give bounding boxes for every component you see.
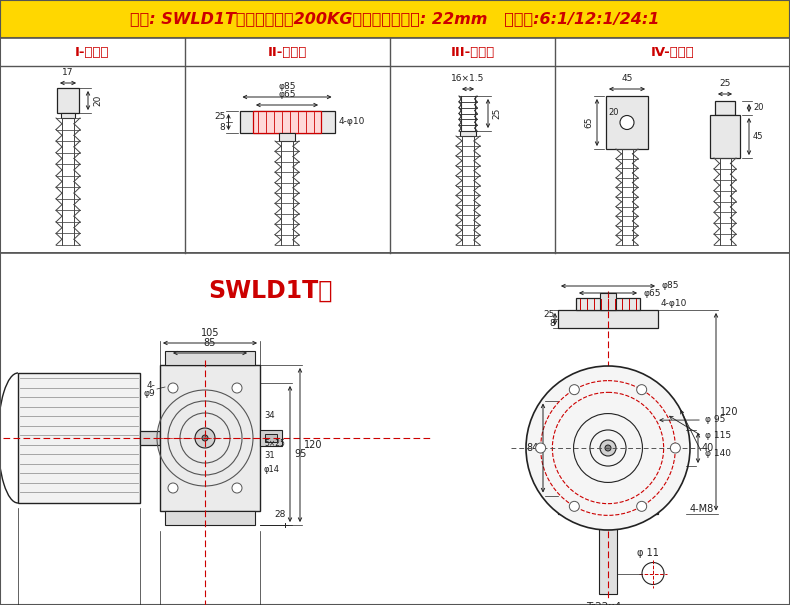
Text: φ 11: φ 11: [637, 548, 659, 557]
Text: 31: 31: [264, 451, 275, 460]
Text: Tr22x4: Tr22x4: [586, 601, 622, 605]
Text: 4-φ10: 4-φ10: [661, 299, 687, 309]
Text: 5×25: 5×25: [264, 439, 285, 448]
Bar: [0, 253, 790, 605]
Text: I-圆柱型: I-圆柱型: [75, 45, 110, 59]
Text: SWLD1T型: SWLD1T型: [208, 279, 332, 303]
Bar: [715, 101, 735, 115]
Text: 105: 105: [201, 328, 220, 338]
Bar: [606, 96, 648, 149]
Text: φ 115: φ 115: [705, 431, 731, 440]
Text: 17: 17: [62, 68, 73, 77]
Text: φ65: φ65: [278, 90, 295, 99]
Text: 34: 34: [264, 411, 275, 420]
Circle shape: [570, 502, 579, 511]
Text: 型号: SWLD1T（实际承载力200KG左右）丝杆直径: 22mm   减速比:6:1/12:1/24:1: 型号: SWLD1T（实际承载力200KG左右）丝杆直径: 22mm 减速比:6…: [130, 11, 660, 27]
Bar: [600, 293, 616, 310]
Text: 65: 65: [584, 117, 593, 128]
Text: 84: 84: [527, 443, 539, 453]
Text: φ14: φ14: [264, 465, 280, 474]
Bar: [279, 133, 295, 141]
Circle shape: [168, 483, 178, 493]
Bar: [460, 131, 476, 136]
Text: φ85: φ85: [661, 281, 679, 290]
Bar: [0, 0, 790, 38]
Text: 4-φ10: 4-φ10: [338, 117, 365, 126]
Circle shape: [642, 563, 664, 584]
Circle shape: [536, 443, 546, 453]
Text: 25: 25: [720, 79, 731, 88]
Circle shape: [671, 443, 680, 453]
Bar: [140, 431, 160, 445]
Bar: [558, 401, 658, 495]
Bar: [0, 38, 790, 253]
Text: 45: 45: [753, 132, 763, 141]
Text: φ85: φ85: [278, 82, 295, 91]
Bar: [165, 351, 255, 365]
Bar: [558, 310, 658, 328]
Text: φ 95: φ 95: [705, 416, 725, 425]
Circle shape: [600, 440, 616, 456]
Circle shape: [605, 445, 611, 451]
Text: 28: 28: [274, 510, 286, 519]
Bar: [576, 298, 640, 310]
Bar: [599, 514, 617, 594]
Circle shape: [570, 385, 579, 394]
Text: φ9: φ9: [143, 388, 155, 397]
Text: 40: 40: [702, 443, 714, 453]
Text: 4-M8: 4-M8: [690, 503, 714, 514]
Text: IV-扁头型: IV-扁头型: [651, 45, 694, 59]
Text: II-法兰型: II-法兰型: [268, 45, 307, 59]
Text: φ 140: φ 140: [705, 448, 731, 457]
Text: 20: 20: [753, 103, 763, 113]
Circle shape: [620, 116, 634, 129]
Circle shape: [195, 428, 215, 448]
Text: 8: 8: [220, 123, 225, 132]
Text: III-螺纹型: III-螺纹型: [450, 45, 495, 59]
Bar: [530, 430, 558, 466]
Text: 20: 20: [93, 95, 102, 106]
Text: 8: 8: [549, 319, 555, 328]
Bar: [558, 495, 658, 514]
Text: 25: 25: [492, 108, 501, 119]
Text: 16×1.5: 16×1.5: [451, 74, 485, 83]
Circle shape: [168, 383, 178, 393]
Text: 20: 20: [608, 108, 619, 117]
Circle shape: [202, 435, 208, 441]
Bar: [18, 373, 140, 503]
Text: 120: 120: [304, 440, 322, 450]
Text: 45: 45: [621, 74, 633, 83]
Bar: [57, 88, 79, 113]
Bar: [658, 430, 686, 466]
Bar: [253, 111, 321, 133]
Text: 95: 95: [294, 449, 307, 459]
Text: 85: 85: [204, 338, 216, 348]
Circle shape: [232, 483, 242, 493]
Circle shape: [232, 383, 242, 393]
Text: 4-: 4-: [146, 381, 155, 390]
Bar: [265, 434, 277, 442]
Circle shape: [637, 502, 647, 511]
Text: 25: 25: [214, 112, 225, 121]
Text: 25: 25: [544, 310, 555, 319]
Text: 120: 120: [720, 407, 739, 417]
Bar: [165, 511, 255, 525]
Bar: [710, 115, 740, 158]
Circle shape: [526, 366, 690, 530]
Bar: [239, 111, 334, 133]
Bar: [61, 113, 75, 118]
Bar: [260, 430, 282, 446]
Circle shape: [637, 385, 647, 394]
Bar: [160, 365, 260, 511]
Text: φ65: φ65: [643, 289, 660, 298]
